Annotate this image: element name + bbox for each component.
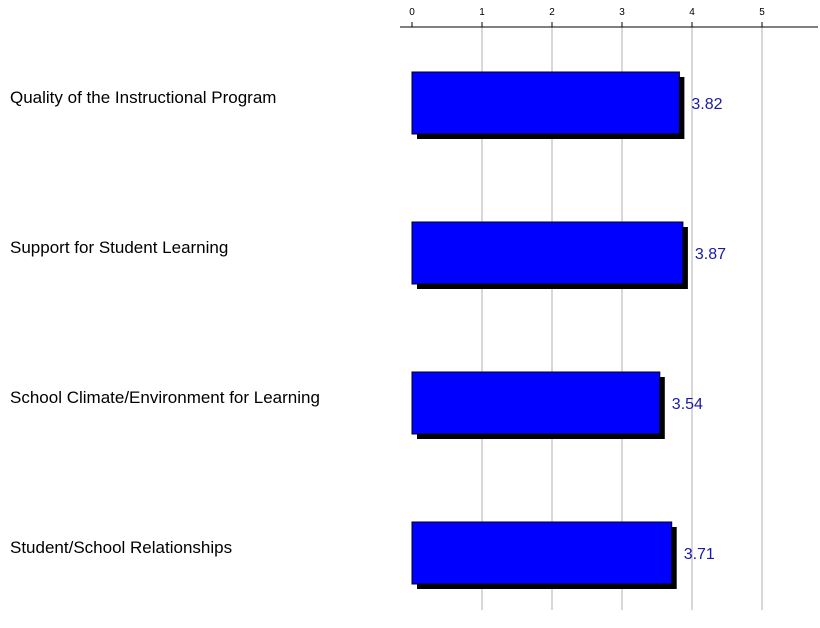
x-tick-label: 0	[409, 7, 415, 18]
bar	[411, 371, 661, 435]
x-axis-ticks: 0 1 2 3 4 5	[409, 7, 765, 27]
data-label: 3.87	[695, 246, 726, 263]
bars	[411, 71, 688, 589]
bar	[411, 221, 684, 285]
value-labels: 3.82 3.87 3.54 3.71	[672, 96, 726, 563]
x-tick-label: 2	[549, 7, 555, 18]
category-label: Quality of the Instructional Program	[10, 88, 276, 107]
category-label: Support for Student Learning	[10, 238, 228, 257]
data-label: 3.54	[672, 396, 703, 413]
x-tick-label: 1	[479, 7, 485, 18]
data-label: 3.71	[684, 546, 715, 563]
bar	[411, 521, 673, 585]
category-label: Student/School Relationships	[10, 538, 232, 557]
x-tick-label: 5	[759, 7, 765, 18]
x-tick-label: 3	[619, 7, 625, 18]
category-labels: Quality of the Instructional Program Supp…	[10, 88, 320, 557]
category-label: School Climate/Environment for Learning	[10, 388, 320, 407]
x-tick-label: 4	[689, 7, 695, 18]
bar	[411, 71, 680, 135]
data-label: 3.82	[691, 96, 722, 113]
